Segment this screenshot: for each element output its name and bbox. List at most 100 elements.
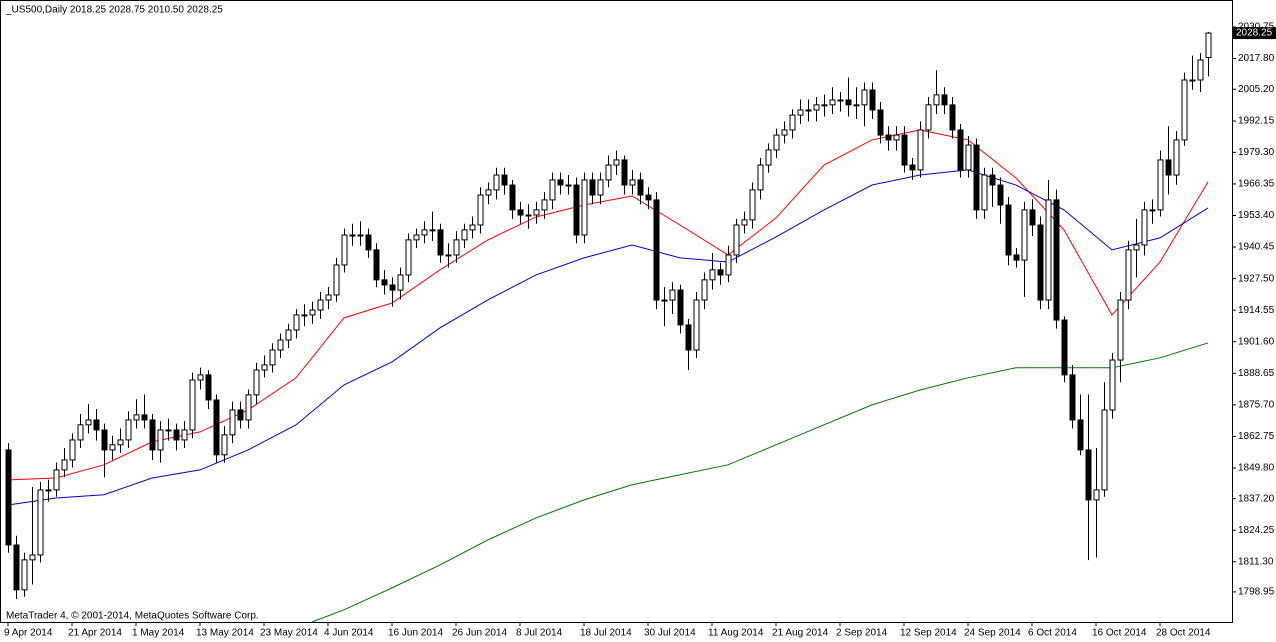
plot-area — [5, 31, 1212, 623]
x-tick-label: 13 May 2014 — [196, 628, 254, 639]
candle-body — [661, 299, 668, 302]
candle-body — [701, 279, 708, 301]
candle-body — [349, 234, 356, 237]
candle-body — [37, 489, 44, 556]
candle-body — [597, 179, 604, 196]
y-tick-label: 1927.50 — [1238, 273, 1275, 284]
candle-body — [613, 159, 620, 166]
candle-body — [1093, 489, 1100, 501]
y-tick-label: 1979.30 — [1238, 147, 1275, 158]
candle-body — [765, 149, 772, 166]
x-tick-label: 23 May 2014 — [260, 628, 318, 639]
x-tick-label: 1 May 2014 — [132, 628, 185, 639]
candle-body — [1021, 209, 1028, 261]
candle-body — [581, 179, 588, 236]
candle-body — [757, 164, 764, 191]
candle-body — [797, 109, 804, 116]
x-tick-label: 21 Apr 2014 — [68, 628, 122, 639]
candle-body — [933, 94, 940, 106]
candle-body — [885, 134, 892, 141]
candle-body — [717, 269, 724, 276]
candle-body — [245, 394, 252, 421]
candle-body — [1053, 199, 1060, 321]
candle-body — [261, 364, 268, 371]
y-tick-label: 1824.25 — [1238, 525, 1275, 536]
candle-body — [381, 279, 388, 286]
candle-body — [605, 164, 612, 181]
y-tick-label: 2005.20 — [1238, 84, 1275, 95]
candle-body — [229, 409, 236, 436]
ma-line — [311, 342, 1209, 623]
candle-body — [1005, 204, 1012, 256]
candle-body — [93, 419, 100, 431]
y-tick-label: 1875.70 — [1238, 399, 1275, 410]
candle-body — [741, 219, 748, 226]
candle-body — [845, 99, 852, 106]
candle-body — [453, 239, 460, 256]
y-tick-label: 1837.20 — [1238, 493, 1275, 504]
x-tick-label: 24 Sep 2014 — [964, 628, 1021, 639]
candle-body — [525, 214, 532, 217]
candle-body — [957, 129, 964, 171]
candle-body — [101, 429, 108, 451]
candle-body — [1181, 79, 1188, 141]
candle-body — [181, 429, 188, 441]
y-tick-label: 1992.15 — [1238, 116, 1275, 127]
x-tick-label: 9 Apr 2014 — [4, 628, 53, 639]
candle-body — [877, 109, 884, 136]
candle-body — [141, 414, 148, 421]
candle-body — [821, 104, 828, 107]
y-tick-label: 1966.35 — [1238, 179, 1275, 190]
candle-body — [685, 324, 692, 351]
y-tick-label: 1811.30 — [1238, 556, 1274, 567]
candle-body — [629, 179, 636, 186]
candle-body — [901, 134, 908, 166]
candle-body — [565, 184, 572, 187]
candle-body — [173, 429, 180, 441]
candle-body — [789, 114, 796, 131]
y-tick-label: 1940.45 — [1238, 242, 1275, 253]
candle-body — [949, 104, 956, 131]
candle-body — [157, 429, 164, 451]
candle-body — [277, 339, 284, 351]
ma-line — [7, 169, 1209, 506]
candle-body — [301, 314, 308, 317]
candle-body — [109, 444, 116, 451]
candle-body — [669, 289, 676, 301]
candle-body — [421, 229, 428, 236]
chart-title: _US500,Daily 2018.25 2028.75 2010.50 202… — [5, 5, 223, 16]
candle-body — [69, 439, 76, 461]
candle-body — [1029, 209, 1036, 226]
candle-body — [1109, 359, 1116, 411]
candle-body — [733, 224, 740, 256]
candle-body — [13, 544, 20, 591]
candle-body — [909, 164, 916, 171]
candle-body — [997, 184, 1004, 206]
candle-body — [29, 554, 36, 561]
candle-body — [213, 399, 220, 456]
candle-body — [485, 189, 492, 196]
candle-body — [549, 179, 556, 201]
candle-body — [621, 159, 628, 186]
candle-body — [205, 374, 212, 401]
candle-body — [317, 299, 324, 311]
candle-body — [53, 469, 60, 491]
candle-body — [645, 194, 652, 201]
x-tick-label: 4 Jun 2014 — [324, 628, 374, 639]
candle-body — [1205, 32, 1212, 58]
x-tick-label: 30 Jul 2014 — [644, 628, 696, 639]
candle-body — [973, 144, 980, 211]
candle-body — [269, 349, 276, 366]
candle-body — [573, 184, 580, 236]
candle-body — [133, 414, 140, 421]
candle-body — [437, 229, 444, 256]
candle-body — [773, 134, 780, 151]
candle-body — [253, 369, 260, 396]
candle-body — [1069, 374, 1076, 421]
candle-body — [45, 489, 52, 492]
candle-body — [189, 379, 196, 431]
candle-body — [373, 249, 380, 281]
plot-frame — [0, 0, 1233, 623]
